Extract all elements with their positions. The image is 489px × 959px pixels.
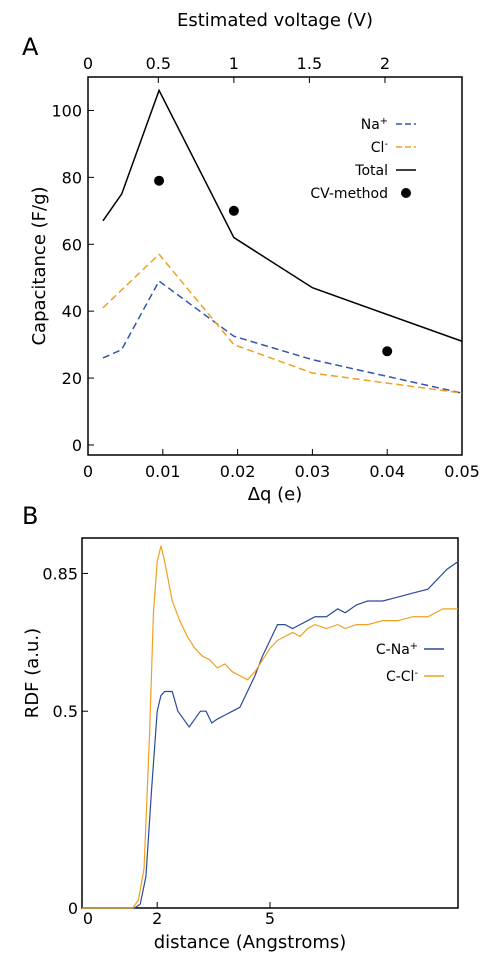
x-tick-label-a: 0.02 <box>220 462 256 481</box>
y-tick-label-a: 20 <box>62 369 82 388</box>
y-tick-label-b: 0.5 <box>53 702 78 721</box>
x-tick-label-b: 2 <box>152 909 162 928</box>
x-axis-title-a: Δq (e) <box>248 484 303 505</box>
x-tick-label-a: 0.03 <box>295 462 331 481</box>
x-tick-label-a: 0 <box>83 462 93 481</box>
x-tick-label-a: 0.01 <box>145 462 181 481</box>
y-tick-label-a: 100 <box>51 101 82 120</box>
legend-label-na: Na+ <box>361 116 388 134</box>
x-tick-label-a: 0.05 <box>444 462 480 481</box>
cv-method-point <box>154 175 165 186</box>
top-x-tick-label-a: 2 <box>380 54 390 73</box>
plot-frame-b <box>81 537 459 909</box>
y-axis-title-b: RDF (a.u.) <box>22 628 43 718</box>
top-x-tick-label-a: 0.5 <box>146 54 171 73</box>
x-tick-label-a: 0.04 <box>369 462 405 481</box>
x-axis-title-b: distance (Angstroms) <box>154 932 347 953</box>
y-axis-title-a: Capacitance (F/g) <box>29 186 50 345</box>
y-tick-label-b: 0.85 <box>42 564 78 583</box>
x-tick-label-b: 5 <box>265 909 275 928</box>
legend-label-c-cl: C-Cl- <box>386 668 419 686</box>
x-tick-label-b: 0 <box>83 909 93 928</box>
series-line-total <box>102 88 463 342</box>
cv-method-point <box>382 346 393 357</box>
legend-label-c-na: C-Na+ <box>376 641 418 659</box>
legend-marker-cv-method <box>401 188 411 198</box>
panel-label-a: A <box>22 33 39 61</box>
y-tick-label-a: 80 <box>62 168 82 187</box>
top-x-axis-title-a: Estimated voltage (V) <box>177 10 373 31</box>
legend-label-cl: Cl- <box>371 139 389 157</box>
plot-frame-a <box>87 76 463 456</box>
legend-label-cv-method: CV-method <box>310 186 388 202</box>
series-line-c-cl <box>82 545 458 909</box>
series-line-cl <box>102 253 463 394</box>
y-tick-label-a: 60 <box>62 235 82 254</box>
y-tick-label-b: 0 <box>68 899 78 918</box>
y-tick-label-a: 0 <box>72 436 82 455</box>
series-line-c-na <box>82 561 459 909</box>
panel-label-b: B <box>22 502 38 530</box>
cv-method-point <box>228 205 239 216</box>
legend-label-total: Total <box>354 163 388 179</box>
top-x-tick-label-a: 1 <box>229 54 239 73</box>
top-x-tick-label-a: 0 <box>83 54 93 73</box>
top-x-tick-label-a: 1.5 <box>297 54 322 73</box>
series-line-na <box>102 279 463 394</box>
y-tick-label-a: 40 <box>62 302 82 321</box>
